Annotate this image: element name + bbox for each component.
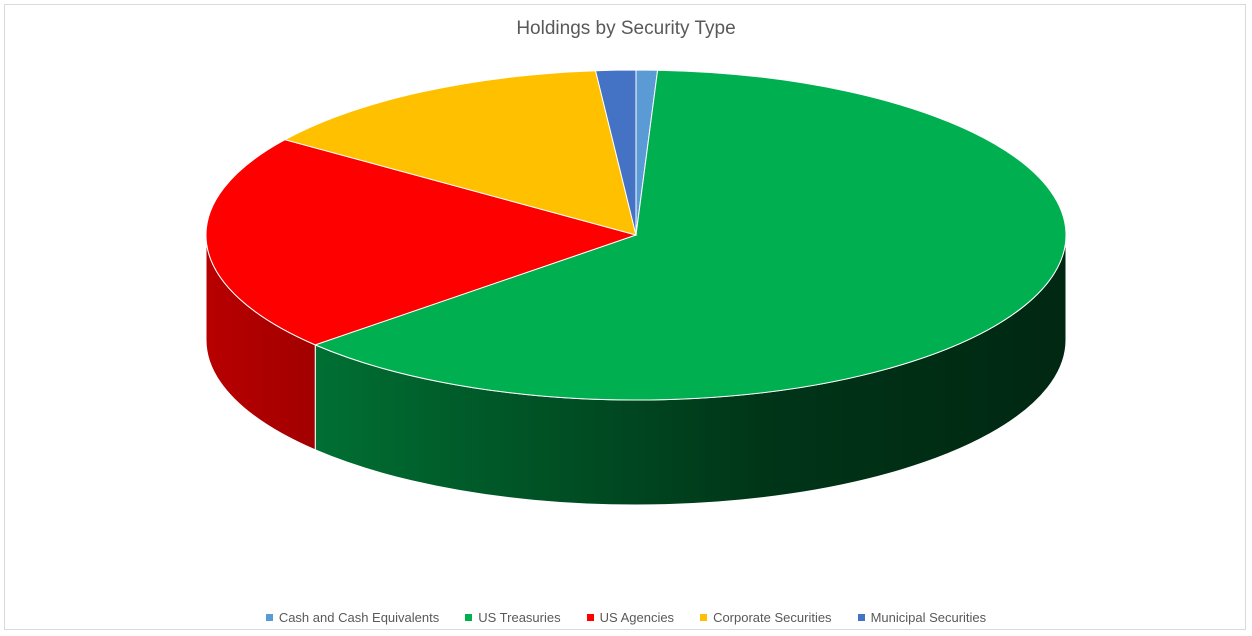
legend-swatch <box>857 614 865 621</box>
legend-item-cash-and-cash-equivalents: Cash and Cash Equivalents <box>265 610 440 625</box>
pie-slice-corporate-securities <box>283 70 637 236</box>
legend-item-municipal-securities: Municipal Securities <box>857 610 987 625</box>
legend-label: US Agencies <box>599 610 675 625</box>
pie-slices <box>205 69 1067 401</box>
legend-label: Corporate Securities <box>713 610 832 625</box>
pie-slice-us-agencies <box>205 139 638 346</box>
legend-swatch <box>465 614 473 621</box>
legend-item-us-agencies: US Agencies <box>586 610 675 625</box>
legend-swatch <box>265 614 273 621</box>
chart-title: Holdings by Security Type <box>516 18 736 39</box>
legend-swatch <box>700 614 708 621</box>
pie-slice-us-treasuries <box>313 69 1067 401</box>
legend-swatch <box>586 614 594 621</box>
legend-label: Municipal Securities <box>870 610 987 625</box>
pie-slice-municipal-securities <box>594 69 637 236</box>
legend-item-corporate-securities: Corporate Securities <box>700 610 832 625</box>
chart-legend: Cash and Cash Equivalents US Treasuries US… <box>0 610 1252 625</box>
legend-item-us-treasuries: US Treasuries <box>465 610 561 625</box>
legend-label: Cash and Cash Equivalents <box>278 610 440 625</box>
legend-label: US Treasuries <box>478 610 561 625</box>
